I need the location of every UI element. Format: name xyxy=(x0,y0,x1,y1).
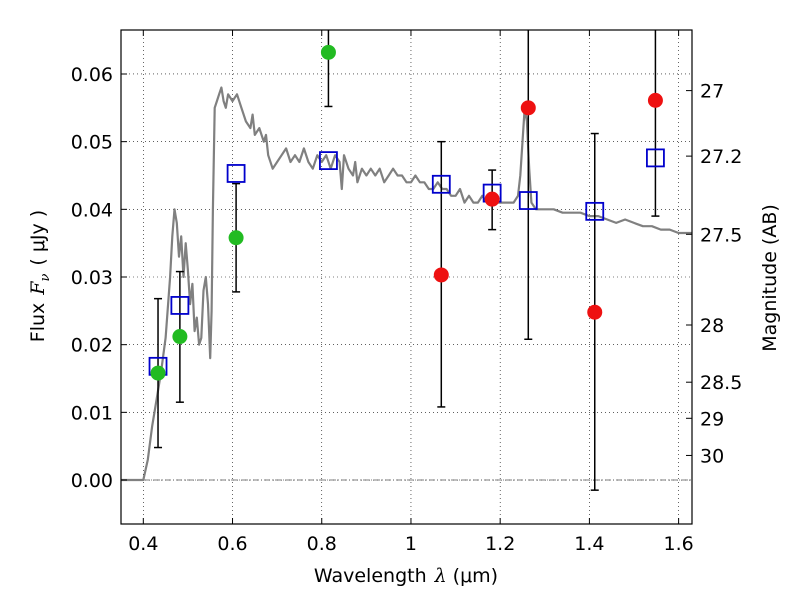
green-point-1 xyxy=(172,329,188,345)
model-box-7 xyxy=(585,201,605,221)
error-bars xyxy=(154,30,660,491)
x-tick-label-4: 1.2 xyxy=(485,533,515,555)
x-tick-label-1: 0.6 xyxy=(217,533,247,555)
red-point-0 xyxy=(433,267,449,283)
mag-tick-label-3: 28 xyxy=(700,315,724,337)
model-boxes xyxy=(148,148,665,376)
x-axis-symbol: λ xyxy=(434,565,447,587)
y-tick-label-5: 0.05 xyxy=(71,132,113,154)
y-tick-label-1: 0.01 xyxy=(71,402,113,424)
x-tick-label-5: 1.4 xyxy=(574,533,604,555)
mag-tick-label-2: 27.5 xyxy=(700,224,742,246)
y-axis-symbol: F xyxy=(27,281,49,296)
model-box-8 xyxy=(646,148,665,168)
y-axis-subscript: ν xyxy=(38,274,53,282)
y-axis-label-prefix: Flux xyxy=(27,303,49,343)
y-tick-label-3: 0.03 xyxy=(71,267,113,289)
magnitude-axis-ticks: 27 27.2 27.5 28 28.5 29 30 xyxy=(686,81,742,467)
red-point-4 xyxy=(647,92,663,108)
green-point-3 xyxy=(320,44,336,60)
error-bar-3 xyxy=(324,30,333,108)
x-axis-label-prefix: Wavelength xyxy=(314,565,427,587)
magnitude-axis-label: Magnitude (AB) xyxy=(759,204,781,352)
y-tick-label-0: 0.00 xyxy=(71,470,113,492)
x-tick-label-2: 0.8 xyxy=(307,533,337,555)
model-box-3 xyxy=(319,151,338,171)
y-axis-label: Flux Fν ( μJy ) xyxy=(27,210,53,342)
red-point-3 xyxy=(587,304,603,320)
mag-tick-label-5: 29 xyxy=(700,408,724,430)
model-box-2 xyxy=(226,164,246,183)
y-axis-ticks: 0.00 0.01 0.02 0.03 0.04 0.05 0.06 xyxy=(71,64,127,492)
sed-curve xyxy=(121,86,692,482)
red-points xyxy=(433,92,663,320)
error-bar-6 xyxy=(524,30,533,341)
green-point-2 xyxy=(228,230,244,246)
mag-tick-label-1: 27.2 xyxy=(700,146,742,168)
green-point-0 xyxy=(150,365,166,381)
red-point-2 xyxy=(520,100,536,116)
model-box-6 xyxy=(518,191,538,210)
model-box-4 xyxy=(431,174,451,194)
sed-curve-group xyxy=(121,86,692,482)
y-tick-label-4: 0.04 xyxy=(71,199,113,221)
mag-tick-label-6: 30 xyxy=(700,445,724,467)
x-tick-label-6: 1.6 xyxy=(664,533,694,555)
error-bar-8 xyxy=(651,30,660,217)
mag-tick-label-0: 27 xyxy=(700,81,724,103)
y-tick-label-2: 0.02 xyxy=(71,335,113,357)
x-tick-label-3: 1 xyxy=(405,533,417,555)
green-points xyxy=(150,44,336,381)
y-axis-unit: ( μJy ) xyxy=(27,210,49,266)
mag-tick-label-4: 28.5 xyxy=(700,372,742,394)
x-axis-ticks: 0.4 0.6 0.8 1 1.2 1.4 1.6 xyxy=(128,30,694,555)
x-axis-unit: (μm) xyxy=(453,565,498,587)
x-tick-label-0: 0.4 xyxy=(128,533,158,555)
y-tick-label-6: 0.06 xyxy=(71,64,113,86)
model-box-1 xyxy=(170,296,190,315)
red-point-1 xyxy=(484,191,500,207)
x-axis-label: Wavelength λ (μm) xyxy=(314,565,498,587)
